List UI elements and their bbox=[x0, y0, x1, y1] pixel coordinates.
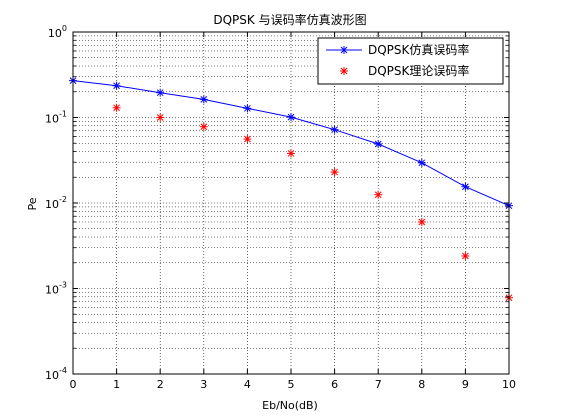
legend-label: DQPSK仿真误码率 bbox=[368, 42, 469, 57]
y-tick-label: 100 bbox=[48, 24, 67, 40]
data-point bbox=[243, 104, 252, 113]
data-point bbox=[461, 251, 470, 260]
star-stroke bbox=[418, 159, 426, 167]
star-stroke bbox=[200, 96, 208, 103]
star-stroke bbox=[340, 46, 348, 54]
star-stroke bbox=[244, 104, 251, 112]
star-stroke bbox=[331, 168, 338, 176]
star-stroke bbox=[156, 114, 164, 121]
data-point bbox=[330, 125, 339, 134]
y-tick-label: 10-1 bbox=[45, 110, 67, 126]
data-point bbox=[156, 88, 165, 97]
star-stroke bbox=[287, 150, 295, 157]
legend-marker bbox=[340, 67, 348, 75]
grid-lines bbox=[73, 32, 509, 374]
x-tick-label: 6 bbox=[331, 378, 338, 391]
data-point bbox=[112, 81, 121, 90]
series-2 bbox=[112, 103, 513, 302]
star-stroke bbox=[462, 252, 469, 260]
y-tick-exponent: -3 bbox=[59, 281, 67, 290]
data-point bbox=[112, 103, 121, 112]
data-point bbox=[417, 217, 426, 226]
x-tick-label: 1 bbox=[113, 378, 120, 391]
y-axis-label: Pe bbox=[26, 197, 39, 210]
legend: DQPSK仿真误码率 DQPSK理论误码率 bbox=[317, 37, 504, 85]
legend-box bbox=[317, 37, 504, 85]
data-point bbox=[287, 113, 295, 122]
x-tick-label: 4 bbox=[244, 378, 251, 391]
star-stroke bbox=[340, 67, 348, 75]
star-stroke bbox=[374, 140, 382, 148]
data-point bbox=[461, 182, 470, 191]
axes-box bbox=[72, 31, 510, 375]
legend-label: DQPSK理论误码率 bbox=[368, 63, 469, 78]
legend-item: DQPSK仿真误码率 bbox=[326, 42, 469, 57]
y-tick-base: 10 bbox=[45, 198, 59, 211]
star-stroke bbox=[113, 104, 120, 112]
x-tick-label: 10 bbox=[502, 378, 516, 391]
x-tick-label: 5 bbox=[288, 378, 295, 391]
data-point bbox=[417, 158, 426, 167]
legend-item: DQPSK理论误码率 bbox=[340, 63, 469, 78]
star-stroke bbox=[374, 191, 382, 199]
y-tick-label: 10-4 bbox=[45, 366, 67, 382]
x-axis-label: Eb/No(dB) bbox=[262, 399, 318, 412]
x-tick-label: 0 bbox=[70, 378, 77, 391]
y-tick-base: 10 bbox=[45, 113, 59, 126]
x-tick-label: 8 bbox=[418, 378, 425, 391]
star-stroke bbox=[418, 218, 426, 226]
star-stroke bbox=[156, 89, 164, 97]
data-point bbox=[199, 95, 208, 104]
y-tick-exponent: -1 bbox=[59, 110, 67, 119]
y-tick-base: 10 bbox=[48, 27, 62, 40]
star-stroke bbox=[331, 126, 338, 134]
data-point bbox=[156, 113, 165, 122]
y-tick-base: 10 bbox=[45, 369, 59, 382]
y-tick-label: 10-2 bbox=[45, 195, 67, 211]
chart-title: DQPSK 与误码率仿真波形图 bbox=[213, 12, 366, 27]
y-tick-exponent: -4 bbox=[59, 366, 67, 375]
x-tick-label: 9 bbox=[462, 378, 469, 391]
data-point bbox=[199, 122, 208, 131]
x-tick-label: 2 bbox=[157, 378, 164, 391]
data-point bbox=[374, 139, 383, 148]
legend-marker bbox=[340, 46, 348, 54]
x-tick-label: 3 bbox=[200, 378, 207, 391]
data-point bbox=[287, 149, 295, 158]
data-point bbox=[374, 190, 383, 199]
y-tick-exponent: -2 bbox=[59, 195, 67, 204]
series-1 bbox=[69, 76, 513, 210]
series-layer bbox=[69, 76, 513, 302]
star-stroke bbox=[113, 82, 120, 90]
star-stroke bbox=[200, 123, 208, 131]
data-point bbox=[330, 168, 339, 177]
x-tick-label: 7 bbox=[375, 378, 382, 391]
star-stroke bbox=[462, 183, 469, 191]
y-tick-label: 10-3 bbox=[45, 281, 67, 297]
y-tick-exponent: 0 bbox=[62, 24, 67, 33]
star-stroke bbox=[244, 135, 251, 143]
y-tick-base: 10 bbox=[45, 284, 59, 297]
star-stroke bbox=[287, 113, 295, 121]
data-point bbox=[243, 135, 252, 144]
